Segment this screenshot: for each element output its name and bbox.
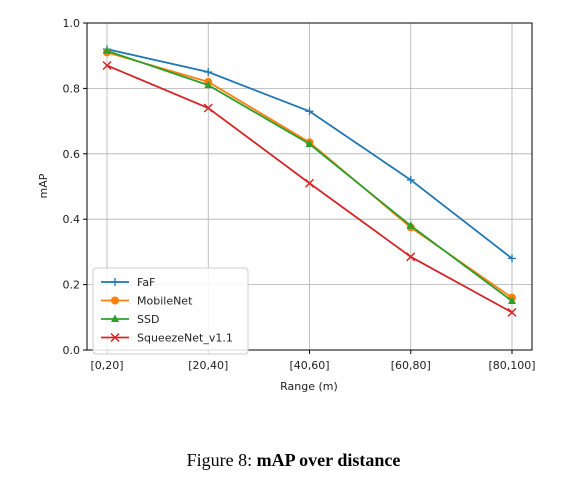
data-point-ssd <box>305 139 314 147</box>
x-ticks: [0,20] [20,40] [40,60] [60,80] [80,100] <box>90 350 536 372</box>
y-tick-label: 0.2 <box>63 279 81 292</box>
legend-marker-ssd <box>111 314 119 322</box>
data-point-faf <box>305 107 314 116</box>
caption-prefix: Figure 8: <box>186 450 257 470</box>
series <box>102 45 517 317</box>
y-tick-label: 0.0 <box>63 344 81 357</box>
data-point-squeezenet-v1-1 <box>203 103 213 113</box>
x-tick-label: [0,20] <box>90 359 123 372</box>
y-tick-label: 0.4 <box>63 213 81 226</box>
data-point-squeezenet-v1-1 <box>304 178 315 188</box>
data-point-faf <box>508 254 516 263</box>
data-point-squeezenet-v1-1 <box>406 252 416 262</box>
data-point-ssd <box>508 296 516 304</box>
figure-caption: Figure 8: mAP over distance <box>0 450 587 471</box>
data-point-ssd <box>204 80 213 89</box>
data-point-ssd <box>103 46 111 54</box>
data-point-squeezenet-v1-1 <box>102 60 112 71</box>
y-ticks: 0.0 0.2 0.4 0.6 0.8 1.0 <box>63 17 87 357</box>
legend: FaF MobileNet SSD SqueezeNet_v1.1 <box>92 267 249 355</box>
y-tick-label: 0.8 <box>63 82 81 95</box>
legend-box <box>92 267 249 355</box>
x-tick-label: [80,100] <box>488 359 535 372</box>
legend-label-squeezenet-v1-1: SqueezeNet_v1.1 <box>137 332 233 345</box>
y-tick-label: 0.6 <box>63 148 81 161</box>
x-tick-label: [20,40] <box>188 359 228 372</box>
data-point-squeezenet-v1-1 <box>507 307 517 317</box>
legend-marker-squeezenet-v1-1 <box>110 332 120 343</box>
legend-marker-faf <box>111 278 119 286</box>
legend-marker-mobilenet <box>111 296 119 305</box>
y-axis-label: mAP <box>37 173 50 198</box>
legend-label-faf: FaF <box>137 276 155 289</box>
y-tick-label: 1.0 <box>63 17 81 30</box>
data-point-faf <box>204 68 213 77</box>
x-axis-label: Range (m) <box>280 380 338 393</box>
data-point-faf <box>406 175 415 184</box>
data-point-ssd <box>406 221 415 229</box>
x-tick-label: [60,80] <box>391 359 431 372</box>
legend-label-ssd: SSD <box>137 313 159 326</box>
x-tick-label: [40,60] <box>289 359 329 372</box>
chart: 0.00.20.40.60.81.0 [0,20] [20,40] [40,60][… <box>37 17 536 393</box>
caption-title: mAP over distance <box>256 450 401 470</box>
legend-label-mobilenet: MobileNet <box>137 295 193 308</box>
